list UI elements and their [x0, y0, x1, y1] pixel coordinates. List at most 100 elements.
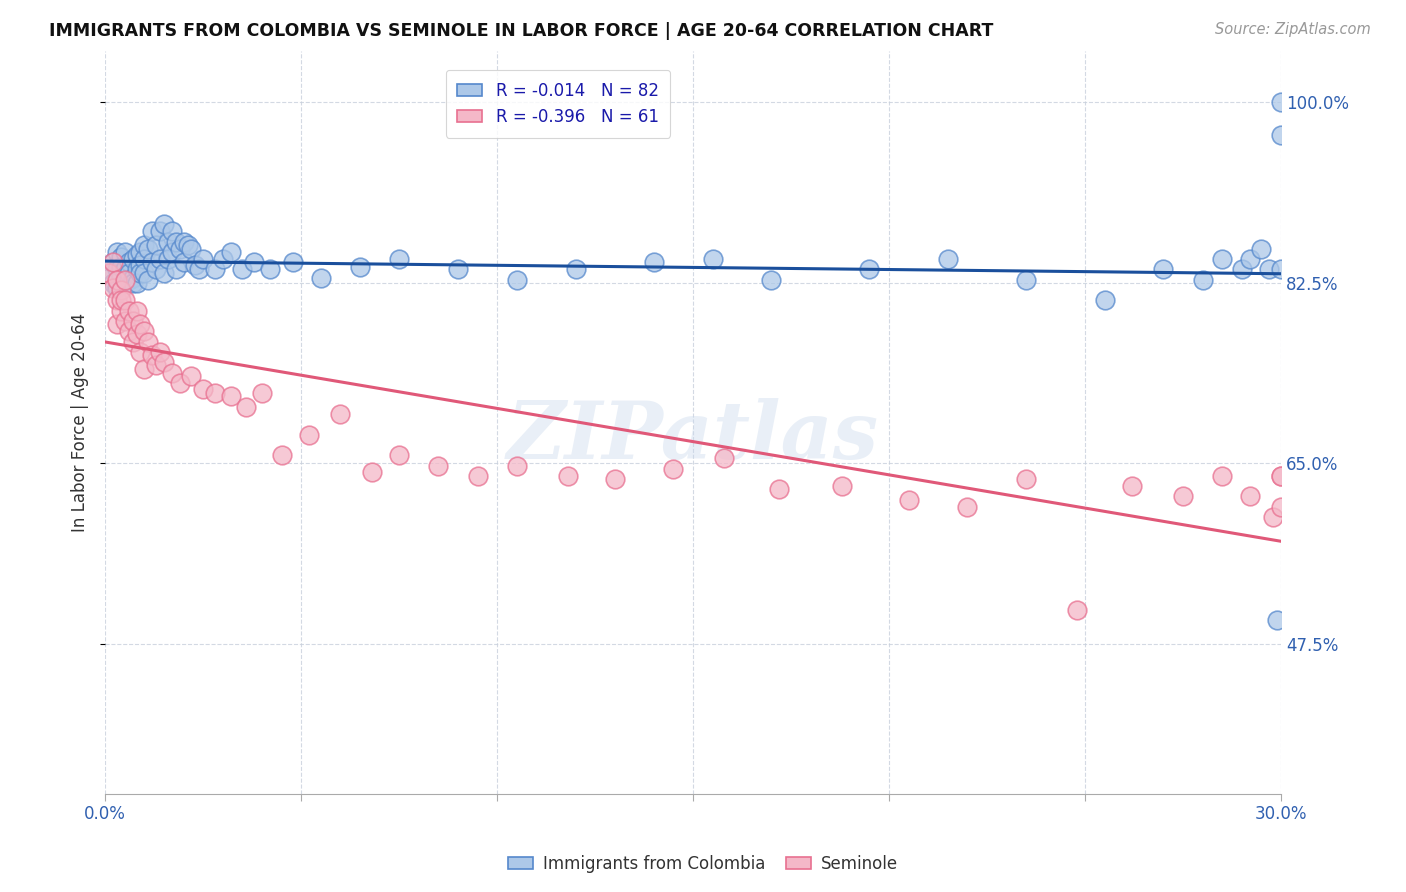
- Point: [506, 273, 529, 287]
- Point: [1230, 262, 1253, 277]
- Point: [1152, 262, 1174, 277]
- Point: [506, 458, 529, 473]
- Point: [643, 255, 665, 269]
- Point: [211, 252, 233, 267]
- Point: [114, 273, 136, 287]
- Point: [662, 461, 685, 475]
- Point: [858, 262, 880, 277]
- Point: [165, 262, 187, 277]
- Point: [110, 260, 132, 275]
- Point: [114, 244, 136, 259]
- Point: [125, 327, 148, 342]
- Point: [98, 270, 121, 285]
- Point: [768, 482, 790, 496]
- Point: [110, 250, 132, 264]
- Point: [193, 382, 215, 396]
- Point: [557, 468, 579, 483]
- Point: [713, 451, 735, 466]
- Point: [1270, 95, 1292, 110]
- Point: [141, 224, 163, 238]
- Point: [259, 262, 281, 277]
- Point: [564, 262, 586, 277]
- Point: [149, 252, 172, 267]
- Point: [204, 386, 226, 401]
- Point: [169, 376, 191, 390]
- Point: [956, 500, 979, 514]
- Point: [134, 324, 156, 338]
- Point: [180, 242, 202, 256]
- Point: [897, 492, 920, 507]
- Point: [136, 242, 159, 256]
- Point: [118, 303, 141, 318]
- Point: [134, 361, 156, 376]
- Point: [129, 345, 152, 359]
- Point: [349, 260, 371, 275]
- Point: [121, 314, 143, 328]
- Point: [219, 244, 242, 259]
- Text: IMMIGRANTS FROM COLOMBIA VS SEMINOLE IN LABOR FORCE | AGE 20-64 CORRELATION CHAR: IMMIGRANTS FROM COLOMBIA VS SEMINOLE IN …: [49, 22, 994, 40]
- Point: [1239, 490, 1261, 504]
- Point: [761, 273, 783, 287]
- Point: [136, 273, 159, 287]
- Point: [173, 255, 195, 269]
- Point: [160, 244, 183, 259]
- Point: [110, 283, 132, 297]
- Point: [427, 458, 450, 473]
- Point: [129, 266, 152, 280]
- Point: [149, 345, 172, 359]
- Point: [1270, 500, 1292, 514]
- Point: [388, 448, 411, 462]
- Point: [176, 237, 198, 252]
- Point: [101, 276, 124, 290]
- Text: Source: ZipAtlas.com: Source: ZipAtlas.com: [1215, 22, 1371, 37]
- Point: [447, 262, 470, 277]
- Point: [1258, 262, 1281, 277]
- Point: [125, 248, 148, 262]
- Point: [1270, 262, 1292, 277]
- Point: [153, 355, 176, 369]
- Point: [121, 252, 143, 267]
- Point: [101, 255, 124, 269]
- Point: [105, 293, 128, 308]
- Point: [329, 407, 352, 421]
- Point: [184, 258, 207, 272]
- Point: [360, 465, 382, 479]
- Point: [129, 317, 152, 331]
- Point: [180, 368, 202, 383]
- Point: [243, 255, 266, 269]
- Point: [105, 317, 128, 331]
- Point: [1191, 273, 1213, 287]
- Point: [1250, 242, 1272, 256]
- Point: [169, 242, 191, 256]
- Point: [114, 293, 136, 308]
- Point: [149, 224, 172, 238]
- Point: [1261, 510, 1284, 524]
- Point: [121, 334, 143, 349]
- Point: [110, 268, 132, 283]
- Y-axis label: In Labor Force | Age 20-64: In Labor Force | Age 20-64: [72, 312, 89, 532]
- Point: [105, 281, 128, 295]
- Point: [831, 479, 853, 493]
- Point: [105, 244, 128, 259]
- Point: [309, 270, 332, 285]
- Point: [1239, 252, 1261, 267]
- Point: [283, 255, 305, 269]
- Point: [145, 262, 167, 277]
- Point: [114, 262, 136, 277]
- Point: [603, 472, 626, 486]
- Point: [121, 270, 143, 285]
- Point: [121, 276, 143, 290]
- Point: [298, 427, 321, 442]
- Point: [1211, 468, 1233, 483]
- Point: [388, 252, 411, 267]
- Point: [101, 281, 124, 295]
- Point: [160, 366, 183, 380]
- Point: [1265, 613, 1288, 627]
- Point: [118, 255, 141, 269]
- Point: [1211, 252, 1233, 267]
- Point: [702, 252, 724, 267]
- Point: [118, 324, 141, 338]
- Point: [145, 237, 167, 252]
- Point: [129, 244, 152, 259]
- Point: [134, 266, 156, 280]
